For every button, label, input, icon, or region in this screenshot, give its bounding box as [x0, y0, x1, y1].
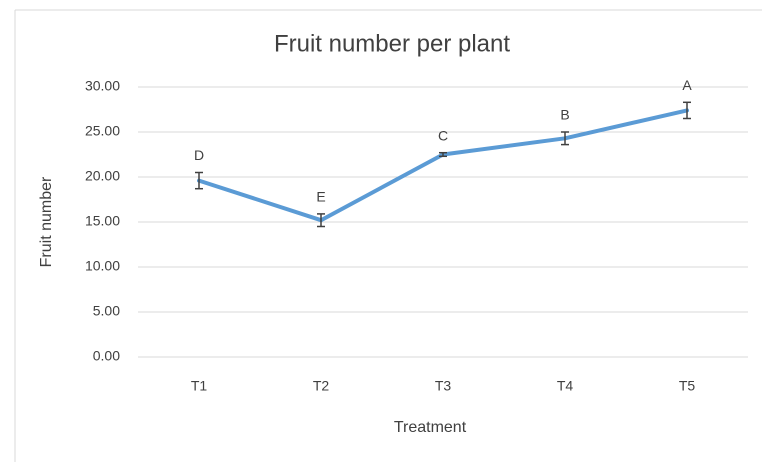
y-tick-label: 30.00 — [85, 78, 120, 94]
y-tick-label: 0.00 — [93, 348, 120, 364]
x-tick-label: T2 — [313, 378, 330, 394]
point-label: D — [194, 147, 204, 163]
point-label: C — [438, 127, 448, 143]
y-tick-label: 10.00 — [85, 258, 120, 274]
x-tick-label: T4 — [557, 378, 574, 394]
point-label: E — [316, 189, 325, 205]
x-tick-label: T3 — [435, 378, 452, 394]
point-label: A — [682, 77, 692, 93]
y-axis-label: Fruit number — [38, 176, 55, 267]
y-tick-label: 25.00 — [85, 123, 120, 139]
x-tick-label: T1 — [191, 378, 208, 394]
chart-title: Fruit number per plant — [274, 30, 510, 57]
y-tick-label: 20.00 — [85, 168, 120, 184]
y-tick-label: 5.00 — [93, 303, 120, 319]
x-axis-label: Treatment — [394, 419, 467, 436]
x-tick-label: T5 — [679, 378, 696, 394]
point-label: B — [560, 107, 569, 123]
y-tick-label: 15.00 — [85, 213, 120, 229]
